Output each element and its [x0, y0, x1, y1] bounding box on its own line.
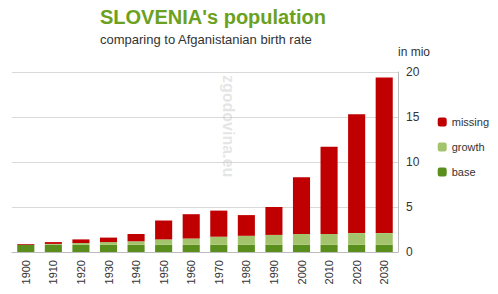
svg-text:comparing to Afganistanian bir: comparing to Afganistanian birth rate	[100, 32, 312, 47]
svg-text:growth: growth	[452, 141, 485, 153]
svg-text:1980: 1980	[240, 260, 252, 284]
svg-text:2010: 2010	[323, 260, 335, 284]
svg-text:1970: 1970	[213, 260, 225, 284]
svg-text:zgodovina.eu: zgodovina.eu	[220, 75, 237, 177]
svg-text:1910: 1910	[47, 260, 59, 284]
svg-text:1940: 1940	[130, 260, 142, 284]
svg-text:2030: 2030	[378, 260, 390, 284]
svg-text:1990: 1990	[268, 260, 280, 284]
svg-text:1920: 1920	[75, 260, 87, 284]
svg-text:1960: 1960	[185, 260, 197, 284]
svg-text:2020: 2020	[351, 260, 363, 284]
svg-text:SLOVENIA's population: SLOVENIA's population	[100, 6, 326, 28]
svg-text:1900: 1900	[20, 260, 32, 284]
svg-text:10: 10	[406, 155, 420, 169]
svg-text:in mio: in mio	[398, 45, 430, 59]
svg-text:20: 20	[406, 65, 420, 79]
svg-text:5: 5	[406, 200, 413, 214]
svg-text:1930: 1930	[103, 260, 115, 284]
svg-text:2000: 2000	[296, 260, 308, 284]
svg-text:missing: missing	[452, 116, 489, 128]
svg-text:base: base	[452, 166, 476, 178]
svg-text:1950: 1950	[158, 260, 170, 284]
svg-text:15: 15	[406, 110, 420, 124]
svg-text:0: 0	[406, 245, 413, 259]
